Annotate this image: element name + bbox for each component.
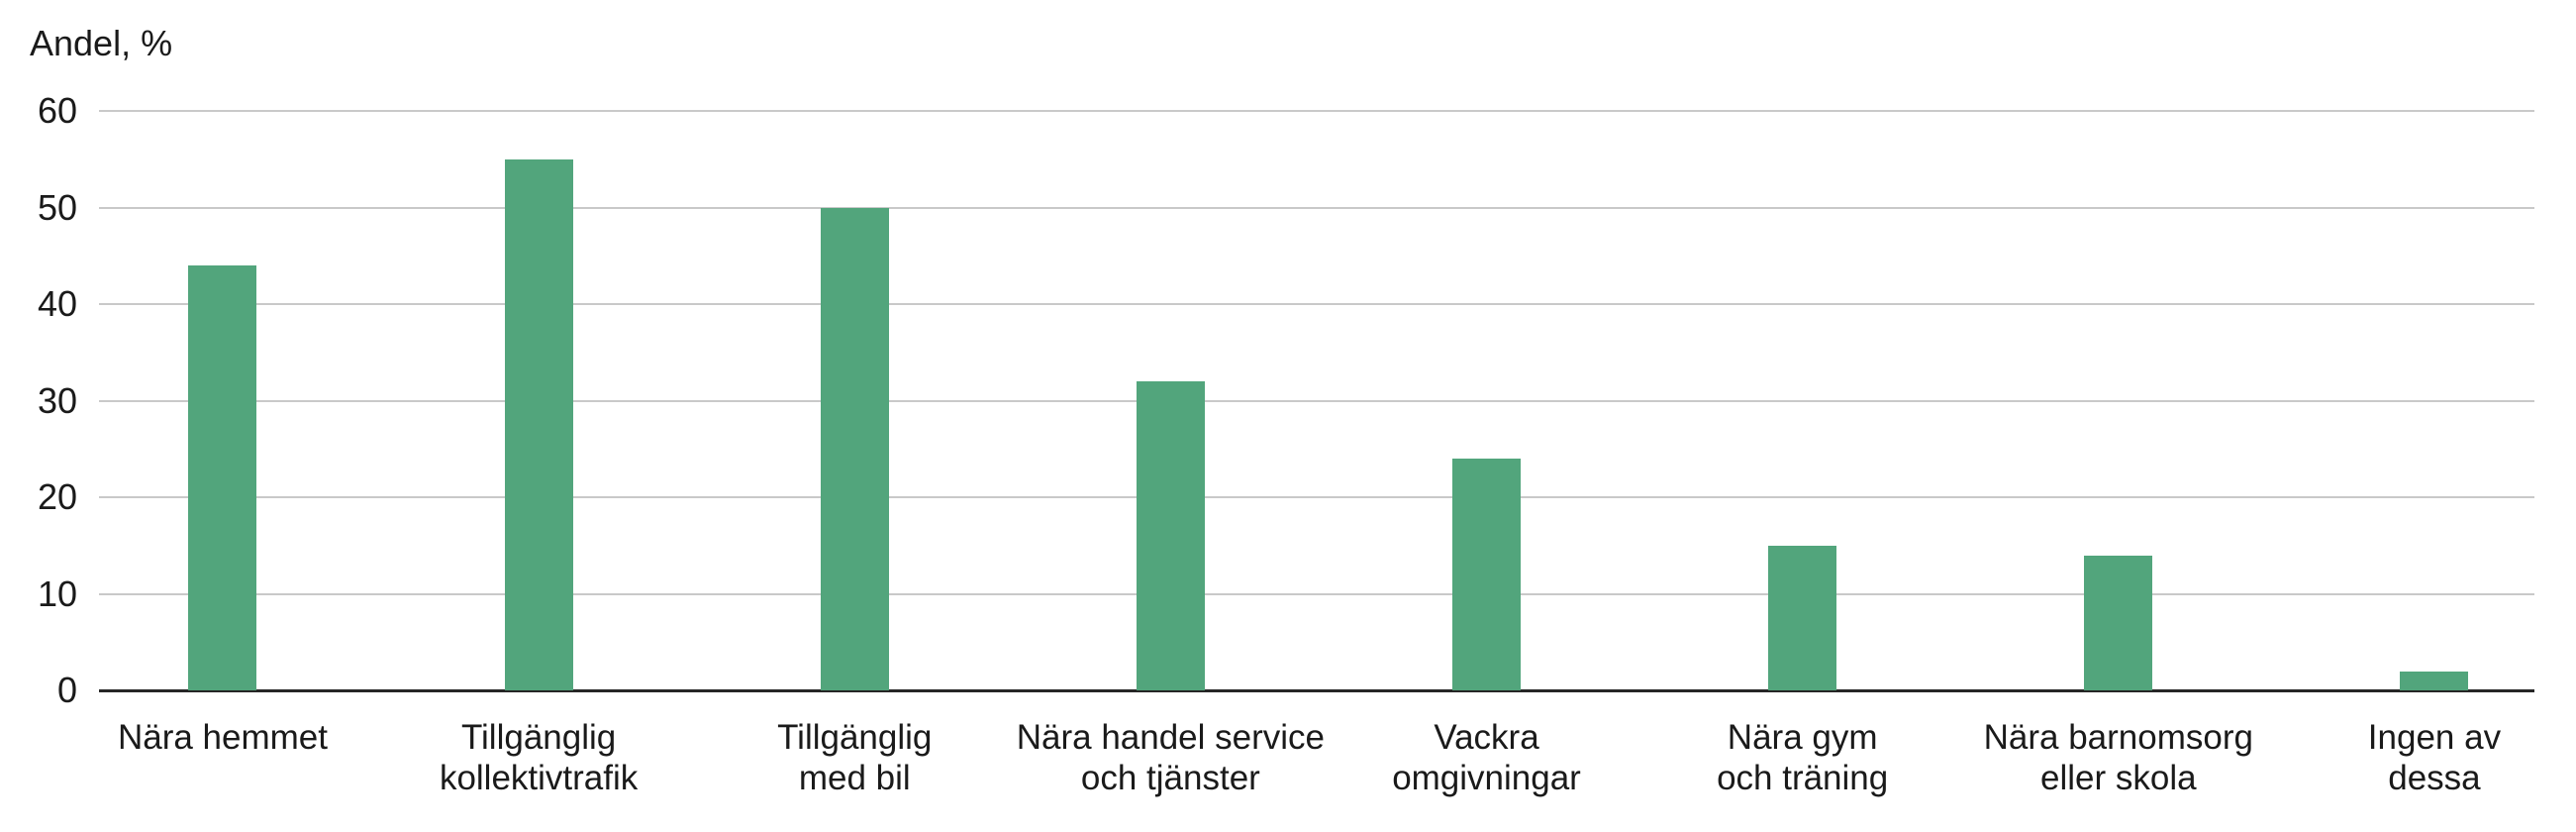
x-category-label-7: Nära barnomsorg eller skola: [1983, 718, 2253, 797]
bar-1: [188, 265, 257, 690]
bar-7: [2084, 555, 2153, 690]
bar-5: [1452, 459, 1522, 690]
x-category-label-4: Nära handel service och tjänster: [1016, 718, 1326, 797]
bar-3: [820, 207, 889, 690]
y-axis-title: Andel, %: [30, 23, 173, 63]
x-category-label-6: Nära gym och träning: [1717, 718, 1889, 797]
bar-2: [504, 158, 573, 690]
bar-8: [2400, 671, 2469, 690]
y-tick-label-60: 60: [37, 90, 77, 131]
bar-6: [1768, 545, 1837, 690]
y-tick-label-0: 0: [56, 670, 77, 710]
y-tick-label-40: 40: [37, 283, 77, 324]
gridline-y-10: [99, 592, 2534, 595]
y-tick-label-50: 50: [37, 186, 77, 228]
x-category-label-8: Ingen av dessa: [2367, 718, 2502, 797]
y-tick-label-10: 10: [37, 572, 77, 614]
x-category-label-5: Vackra omgivningar: [1392, 718, 1581, 797]
bar-4: [1136, 381, 1205, 690]
x-category-label-1: Nära hemmet: [117, 718, 328, 757]
gridline-y-60: [99, 110, 2534, 112]
gridline-y-20: [99, 496, 2534, 498]
x-category-label-2: Tillgänglig kollektivtrafik: [439, 718, 639, 797]
gridline-y-50: [99, 206, 2534, 209]
y-tick-label-30: 30: [37, 379, 77, 421]
gridline-y-30: [99, 399, 2534, 402]
y-tick-label-20: 20: [37, 476, 77, 517]
x-axis-line: [99, 688, 2534, 692]
gridline-y-40: [99, 303, 2534, 305]
x-category-label-3: Tillgänglig med bil: [777, 718, 933, 797]
